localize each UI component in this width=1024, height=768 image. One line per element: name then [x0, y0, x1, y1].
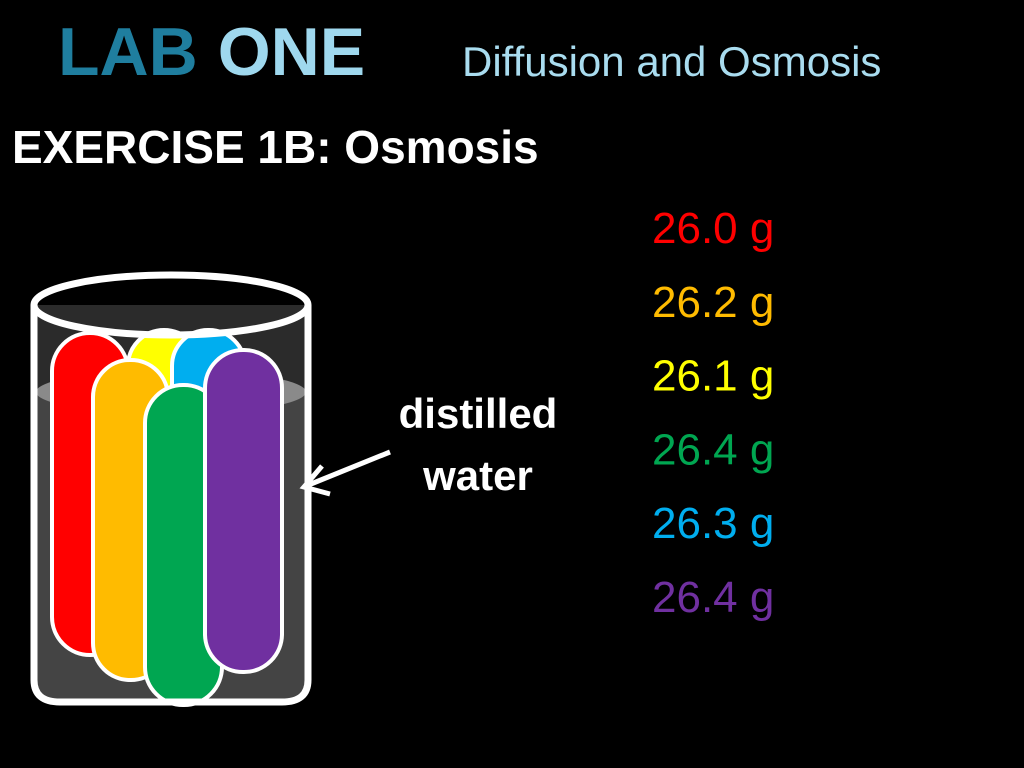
slide-subtitle: Diffusion and Osmosis [462, 38, 881, 85]
mass-value: 26.4 g [652, 425, 774, 474]
mass-value: 26.4 g [652, 573, 774, 622]
arrow-shaft [305, 449, 391, 489]
mass-value: 26.1 g [652, 352, 774, 401]
mass-value: 26.0 g [652, 204, 774, 253]
exercise-heading: EXERCISE 1B: Osmosis [12, 121, 539, 173]
title-one: ONE [218, 14, 365, 90]
mass-list: 26.0 g 26.2 g 26.1 g 26.4 g 26.3 g 26.4 g [652, 204, 774, 622]
beaker-outline [30, 305, 312, 706]
tube-purple [203, 348, 284, 674]
label-line: distilled [399, 390, 558, 437]
arrow-head [299, 464, 331, 497]
label-line: water [422, 452, 533, 499]
mass-value: 26.2 g [652, 278, 774, 327]
beaker [30, 271, 312, 707]
title-lab: LAB [58, 14, 198, 90]
slide-title: LAB ONE [58, 14, 365, 90]
arrow [299, 449, 391, 497]
mass-value: 26.3 g [652, 499, 774, 548]
beaker-rim [30, 271, 312, 339]
